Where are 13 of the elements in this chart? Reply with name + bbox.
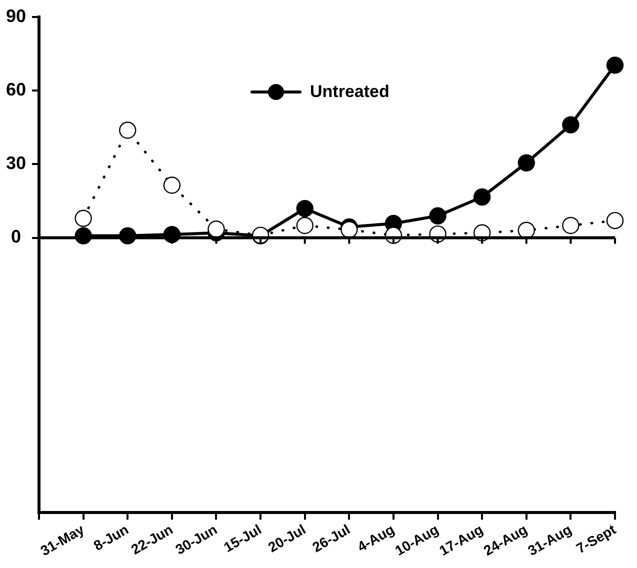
legend-label: Untreated (310, 80, 390, 103)
point (429, 207, 446, 225)
y-tick-label: 90 (6, 6, 26, 26)
point (518, 154, 535, 172)
y-tick-label: 30 (6, 153, 26, 174)
y-tick-label: 0 (11, 226, 22, 247)
point (340, 221, 358, 238)
x-tick-label: 8-Jun (90, 521, 132, 554)
point (606, 56, 624, 74)
point (473, 188, 491, 206)
point (562, 116, 580, 134)
point (296, 200, 314, 218)
y-tick-label: 60 (6, 79, 26, 100)
